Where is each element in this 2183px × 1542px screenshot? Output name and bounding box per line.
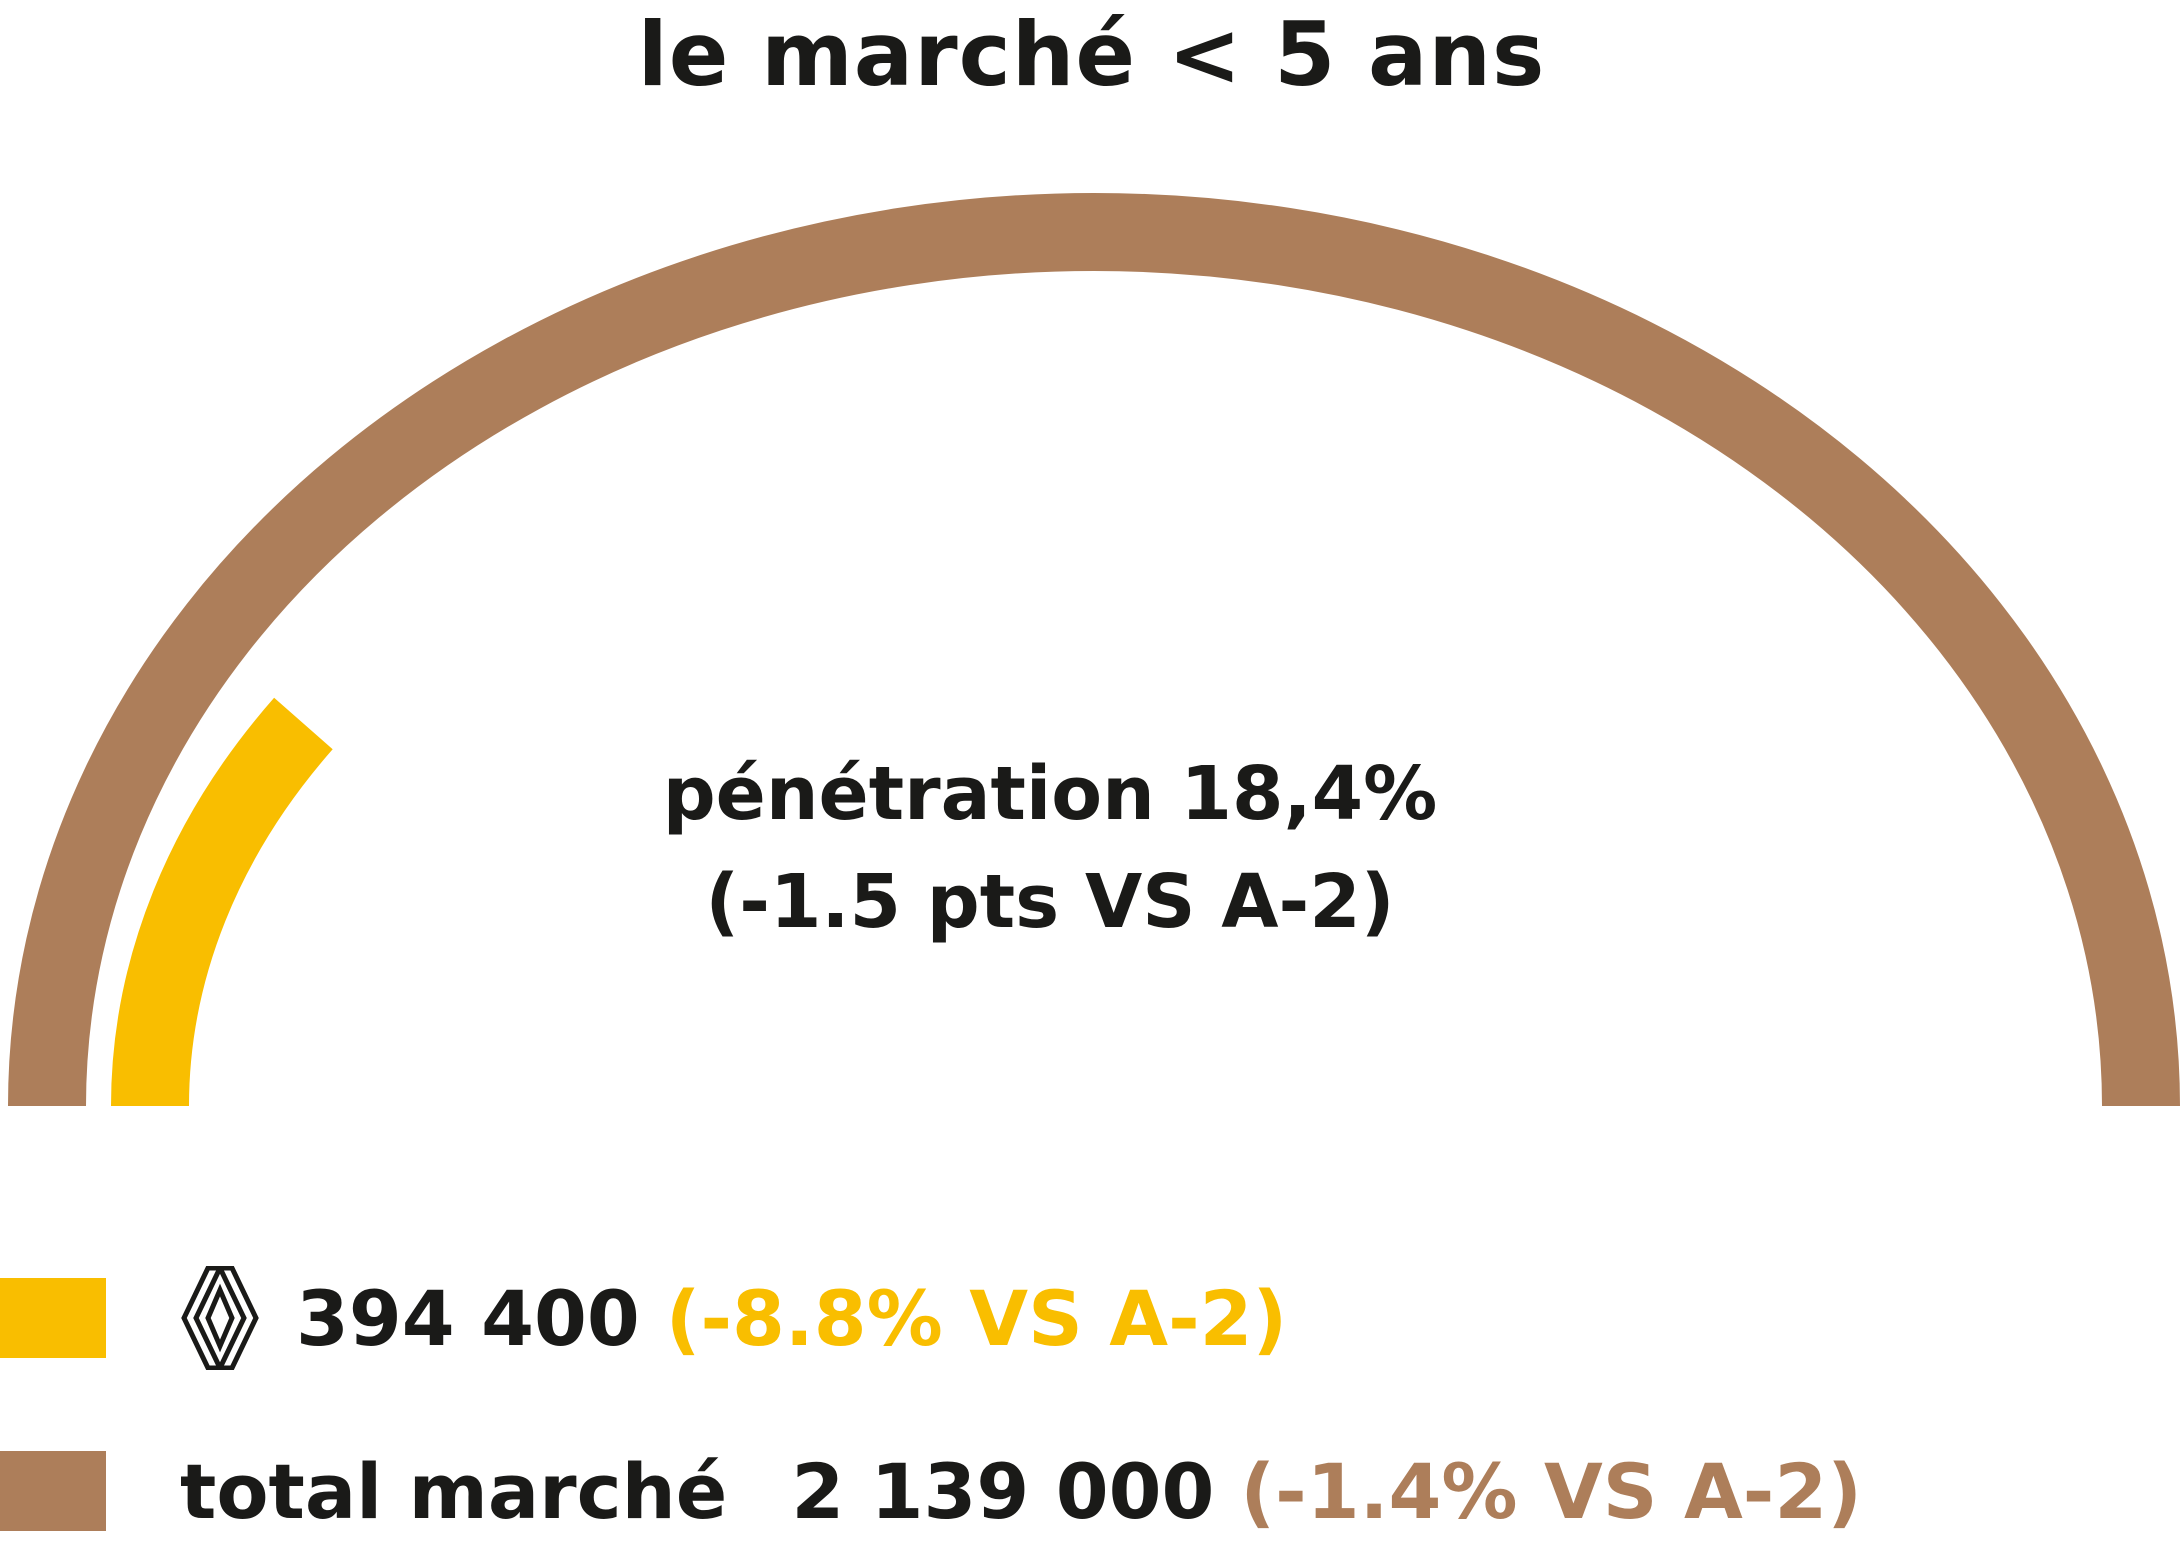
renault-change: (-8.8% VS A-2) bbox=[665, 1273, 1288, 1363]
legend-item-market: total marché 2 139 000 (-1.4% VS A-2) bbox=[0, 1446, 1862, 1536]
legend-swatch-renault bbox=[0, 1278, 106, 1358]
renault-value: 394 400 bbox=[296, 1273, 640, 1363]
renault-arc bbox=[111, 697, 333, 1107]
legend-item-renault: 394 400 (-8.8% VS A-2) bbox=[0, 1266, 1288, 1370]
market-arc bbox=[8, 193, 2180, 1107]
penetration-label: pénétration 18,4% (-1.5 pts VS A-2) bbox=[600, 740, 1500, 956]
penetration-value: pénétration 18,4% bbox=[662, 751, 1438, 837]
gauge-chart bbox=[8, 193, 2180, 1107]
chart-title: le marché < 5 ans bbox=[637, 3, 1546, 106]
market-value: 2 139 000 bbox=[791, 1446, 1215, 1536]
market-change: (-1.4% VS A-2) bbox=[1240, 1446, 1862, 1536]
market-label: total marché bbox=[180, 1446, 728, 1536]
renault-logo-icon bbox=[181, 1266, 259, 1370]
penetration-change: (-1.5 pts VS A-2) bbox=[705, 859, 1395, 945]
legend-swatch-market bbox=[0, 1451, 106, 1531]
